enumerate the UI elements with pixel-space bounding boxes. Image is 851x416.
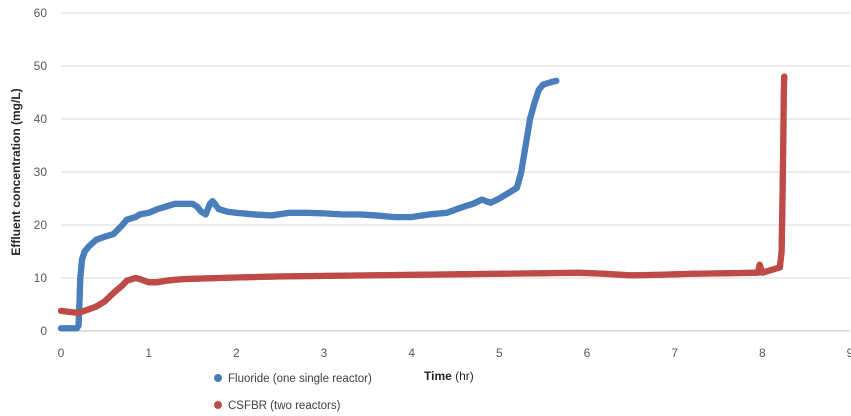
y-tick-label: 60 <box>34 6 48 20</box>
y-tick-labels: 0 10 20 30 40 50 60 <box>34 6 48 338</box>
x-tick-label: 2 <box>233 346 240 360</box>
x-tick-label: 7 <box>671 346 678 360</box>
series-fluoride <box>57 77 560 332</box>
y-tick-label: 0 <box>40 324 47 338</box>
y-tick-label: 10 <box>34 271 48 285</box>
legend-label-csfbr: CSFBR (two reactors) <box>228 400 341 412</box>
x-tick-label: 6 <box>584 346 591 360</box>
data-point <box>553 77 560 85</box>
gridlines <box>61 12 850 279</box>
legend-label-fluoride: Fluoride (one single reactor) <box>228 373 372 385</box>
series-layer <box>57 73 788 332</box>
legend-marker-fluoride <box>214 374 222 382</box>
x-tick-labels: 0 1 2 3 4 5 6 7 8 9 <box>58 346 851 360</box>
x-tick-label: 5 <box>496 346 503 360</box>
y-tick-label: 50 <box>34 59 48 73</box>
legend: Fluoride (one single reactor) CSFBR (two… <box>214 373 372 412</box>
y-tick-label: 20 <box>34 218 48 232</box>
y-axis-title: Effluent concentration (mg/L) <box>9 88 23 255</box>
y-tick-label: 30 <box>34 165 48 179</box>
x-tick-label: 9 <box>847 346 851 360</box>
x-tick-label: 4 <box>408 346 415 360</box>
x-tick-label: 0 <box>58 346 65 360</box>
x-tick-label: 1 <box>145 346 152 360</box>
y-tick-label: 40 <box>34 112 48 126</box>
series-csfbr <box>57 73 788 317</box>
x-axis-title: Time (hr) <box>424 369 474 383</box>
legend-marker-csfbr <box>214 401 222 409</box>
x-axis-title-bold: Time <box>424 369 452 383</box>
data-point <box>781 73 788 80</box>
x-axis-title-unit: (hr) <box>452 369 474 383</box>
x-tick-label: 8 <box>759 346 766 360</box>
x-tick-label: 3 <box>321 346 328 360</box>
